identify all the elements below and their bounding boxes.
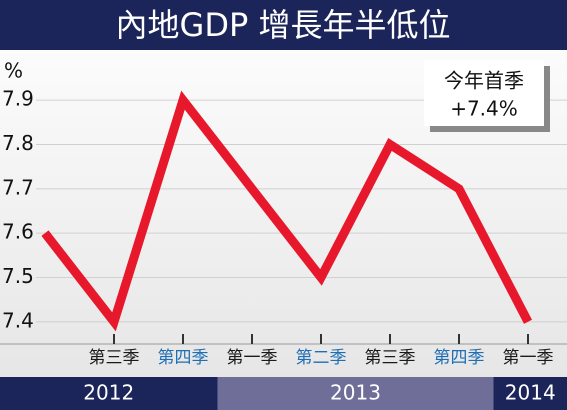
y-tick-label: 7.8: [2, 131, 34, 155]
y-tick-label: 7.7: [2, 175, 34, 199]
year-band: [0, 377, 218, 410]
y-tick-label: 7.5: [2, 264, 34, 288]
annotation-box: [424, 60, 544, 126]
annotation-line: +7.4%: [450, 97, 518, 121]
title-bar: [0, 0, 567, 50]
x-tick-label: 第四季: [158, 348, 209, 368]
y-tick-label: 7.9: [2, 87, 34, 111]
chart-title: 內地GDP 增長年半低位: [116, 6, 451, 44]
year-label: 2012: [83, 381, 134, 405]
year-band: [493, 377, 567, 410]
year-label: 2013: [330, 381, 381, 405]
year-label: 2014: [505, 381, 556, 405]
x-tick-label: 第三季: [89, 348, 140, 368]
line-series: [41, 90, 532, 332]
x-tick-label: 第一季: [503, 348, 554, 368]
y-tick-label: 7.6: [2, 220, 34, 244]
x-tick-label: 第四季: [434, 348, 485, 368]
x-tick-label: 第一季: [227, 348, 278, 368]
y-tick-label: 7.4: [2, 308, 34, 332]
y-axis-label: %: [4, 59, 23, 83]
x-tick-label: 第三季: [365, 348, 416, 368]
annotation-line: 今年首季: [444, 69, 524, 93]
x-tick-label: 第二季: [296, 348, 347, 368]
year-band: [217, 377, 494, 410]
